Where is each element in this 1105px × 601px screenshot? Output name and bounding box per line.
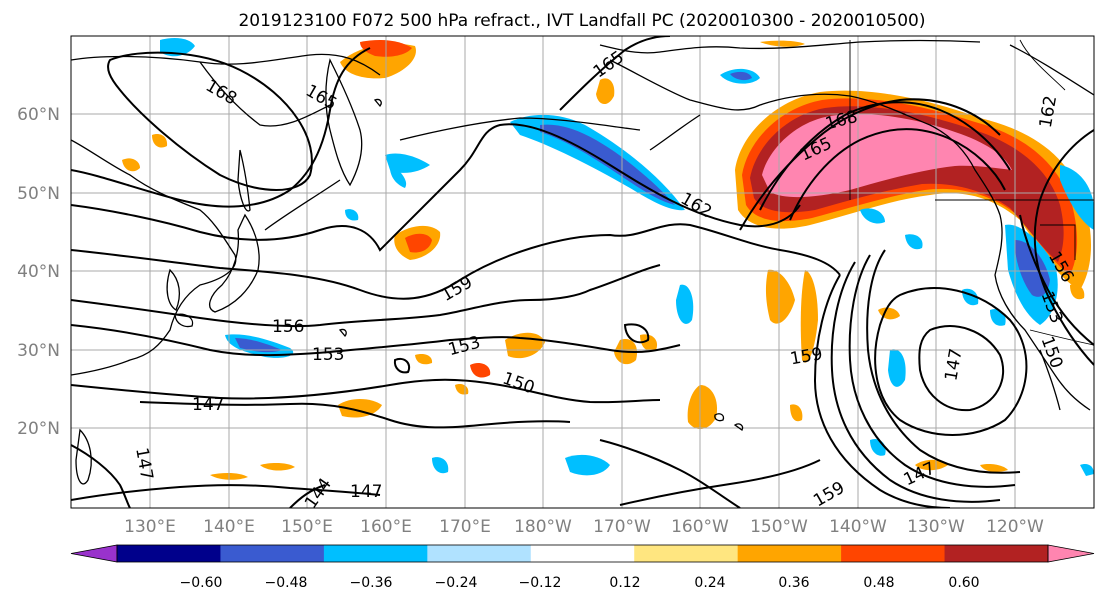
- colorbar-segment: [427, 545, 532, 562]
- lon-label: 130°W: [907, 517, 965, 537]
- contour-label: 147: [350, 482, 382, 502]
- colorbar-extend-low: [70, 544, 118, 563]
- shaded-anomalies: [122, 38, 1094, 480]
- colorbar-tick-label: 0.36: [778, 575, 809, 591]
- lat-label: 50°N: [17, 184, 60, 204]
- colorbar-segment: [944, 545, 1049, 562]
- colorbar-segment: [117, 545, 221, 562]
- colorbar-tick-label: 0.24: [694, 575, 725, 591]
- lon-label: 130°E: [124, 517, 176, 537]
- map-panel: 168 165 165 168 165 162 159 156 153 153 …: [71, 36, 1094, 508]
- lon-label: 150°E: [281, 517, 333, 537]
- colorbar-segments: [70, 544, 1095, 563]
- lon-label: 180°W: [514, 517, 572, 537]
- lon-label: 160°E: [360, 517, 412, 537]
- colorbar-tick-label: 0.12: [609, 575, 640, 591]
- colorbar-segment: [841, 545, 946, 562]
- contour-label: 153: [312, 345, 344, 365]
- latitude-labels: 60°N 50°N 40°N 30°N 20°N: [17, 105, 60, 439]
- colorbar-segment: [634, 545, 739, 562]
- colorbar-segment: [323, 545, 428, 562]
- colorbar-tick-label: −0.60: [180, 575, 223, 591]
- colorbar-segment: [737, 545, 842, 562]
- colorbar-tick-label: −0.24: [435, 575, 478, 591]
- lat-label: 30°N: [17, 341, 60, 361]
- colorbar-ticks: −0.60 −0.48 −0.36 −0.24 −0.12 0.12 0.24 …: [180, 575, 980, 591]
- colorbar-extend-high: [1047, 544, 1095, 563]
- lon-label: 120°W: [986, 517, 1044, 537]
- lon-label: 150°W: [750, 517, 808, 537]
- lon-label: 140°E: [203, 517, 255, 537]
- longitude-labels: 130°E 140°E 150°E 160°E 170°E 180°W 170°…: [124, 517, 1044, 537]
- colorbar-tick-label: −0.36: [350, 575, 393, 591]
- coastlines: [71, 39, 1094, 485]
- map-frame: [70, 35, 1095, 509]
- colorbar-tick-label: 0.48: [863, 575, 894, 591]
- colorbar-tick-label: 0.60: [948, 575, 979, 591]
- lon-label: 170°E: [439, 517, 491, 537]
- colorbar-tick-label: −0.48: [265, 575, 308, 591]
- figure-title: 2019123100 F072 500 hPa refract., IVT La…: [238, 11, 925, 31]
- colorbar-segment: [220, 545, 325, 562]
- lat-label: 60°N: [17, 105, 60, 125]
- contour-label: 156: [272, 317, 304, 337]
- colorbar-segment: [530, 545, 635, 562]
- colorbar-tick-label: −0.12: [519, 575, 562, 591]
- colorbar-frame: [116, 544, 1049, 563]
- contour-label: 147: [192, 395, 224, 415]
- colorbar: −0.60 −0.48 −0.36 −0.24 −0.12 0.12 0.24 …: [70, 544, 1095, 591]
- lon-label: 170°W: [593, 517, 651, 537]
- lon-label: 160°W: [671, 517, 729, 537]
- gridlines: [71, 36, 1094, 508]
- height-contours: [71, 36, 1094, 508]
- lat-label: 40°N: [17, 262, 60, 282]
- political-borders: [849, 39, 1094, 346]
- lon-label: 140°W: [829, 517, 887, 537]
- lat-label: 20°N: [17, 419, 60, 439]
